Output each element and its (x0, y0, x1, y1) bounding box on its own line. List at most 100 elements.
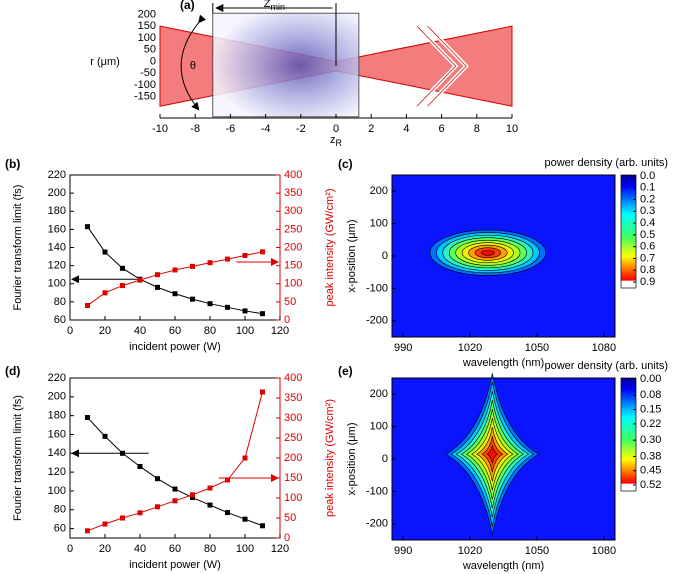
y-tick-label: 180 (48, 205, 66, 217)
marker (172, 267, 178, 273)
colorbar-tick-label: 0.7 (640, 252, 655, 264)
marker (242, 455, 248, 461)
x-tick-label: 10 (506, 123, 518, 135)
colorbar-tick-label: 0.1 (640, 182, 655, 194)
marker (172, 498, 178, 504)
marker (260, 311, 265, 317)
series-line (87, 391, 263, 532)
colorbar-tick-label: 0.8 (640, 264, 655, 276)
marker (225, 256, 230, 262)
colorbar-title: power density (arb. units) (545, 157, 669, 169)
marker (102, 521, 108, 527)
colorbar-tick-label: 0.9 (640, 276, 655, 288)
marker (137, 510, 143, 516)
x-tick-label: 1020 (458, 342, 482, 354)
sub-label: Zmin (264, 0, 285, 12)
marker (102, 249, 108, 255)
contour (481, 249, 495, 256)
y-tick-label: 200 (370, 185, 388, 197)
label-main: Z (264, 0, 271, 10)
x-tick-label: 1080 (592, 545, 616, 557)
label-sub: min (271, 2, 286, 12)
colorbar-tick-label: 0.2 (640, 193, 655, 205)
marker (190, 263, 195, 269)
x-tick-label: 6 (439, 123, 445, 135)
y-axis-label: r (μm) (90, 56, 120, 68)
marker (120, 450, 125, 456)
angle-arc (180, 14, 207, 111)
y-tick-label: 80 (54, 504, 66, 516)
y-tick-label: 140 (48, 241, 66, 253)
y-tick-label: 50 (144, 44, 156, 56)
y-tick-label: 60 (54, 314, 66, 326)
y-tick-label: -150 (134, 91, 156, 103)
x-tick-label: 1050 (525, 545, 549, 557)
x-tick-label: -10 (152, 123, 168, 135)
marker (102, 290, 108, 296)
y-tick-label: 160 (48, 223, 66, 235)
x-axis-label: wavelength (nm) (462, 357, 544, 369)
colorbar-tick-label: 0.0 (640, 170, 655, 182)
y-tick-label: 220 (48, 169, 66, 181)
x-tick-label: -2 (296, 123, 306, 135)
marker (225, 510, 230, 516)
angle-label: θ (190, 60, 196, 72)
y-tick-label: 100 (370, 218, 388, 230)
marker (242, 252, 248, 258)
marker (242, 516, 248, 522)
marker (207, 260, 213, 266)
y2-tick-label: 150 (284, 260, 302, 272)
panel-label: (b) (5, 157, 20, 171)
panel-label: (e) (338, 364, 353, 378)
colorbar-tick-label: 0.45 (640, 465, 661, 477)
colorbar-tick-label: 0.00 (640, 373, 661, 385)
x-tick-label: 2 (368, 123, 374, 135)
y-tick-label: 200 (138, 8, 156, 20)
x-tick-label: 100 (236, 543, 254, 555)
y2-tick-label: 300 (284, 412, 302, 424)
marker (172, 291, 178, 297)
y2-axis-label: peak intensity (GW/cm²) (324, 399, 336, 517)
y2-tick-label: 200 (284, 241, 302, 253)
y-tick-label: 60 (54, 522, 66, 534)
x-tick-label: 0 (67, 325, 73, 337)
x-tick-label: -4 (261, 123, 271, 135)
y-tick-label: 80 (54, 296, 66, 308)
marker (102, 433, 108, 439)
y2-tick-label: 400 (284, 372, 302, 384)
y2-tick-label: 150 (284, 472, 302, 484)
x-axis-label: incident power (W) (129, 559, 221, 571)
sub-label: zR (330, 134, 343, 148)
y-tick-label: 0 (150, 55, 156, 67)
y2-tick-label: 400 (284, 169, 302, 181)
y-tick-label: 120 (48, 260, 66, 272)
marker (137, 463, 143, 469)
contours (429, 229, 547, 276)
x-tick-label: 1020 (458, 545, 482, 557)
colorbar-title: power density (arb. units) (545, 360, 669, 372)
x-tick-label: 990 (394, 545, 412, 557)
y-tick-label: 200 (48, 391, 66, 403)
x-tick-label: 1080 (592, 342, 616, 354)
panel-label: (a) (180, 0, 195, 12)
y2-tick-label: 0 (284, 314, 290, 326)
y-tick-label: -100 (134, 79, 156, 91)
y-tick-label: 140 (48, 447, 66, 459)
marker (225, 477, 230, 483)
y-tick-label: 200 (370, 388, 388, 400)
colorbar-tick-label: 0.15 (640, 403, 661, 415)
y2-tick-label: 200 (284, 452, 302, 464)
frame (69, 377, 281, 539)
marker (260, 249, 265, 255)
marker (120, 265, 125, 271)
marker (120, 515, 125, 521)
x-tick-label: 60 (169, 543, 181, 555)
y-axis-label: Fourier transform limit (fs) (12, 185, 24, 311)
y-tick-label: 100 (48, 278, 66, 290)
colorbar-tick-label: 0.6 (640, 241, 655, 253)
marker (155, 284, 160, 290)
x-tick-label: 40 (134, 325, 146, 337)
y-tick-label: 150 (138, 20, 156, 32)
x-tick-label: 20 (99, 325, 111, 337)
marker (172, 486, 178, 492)
